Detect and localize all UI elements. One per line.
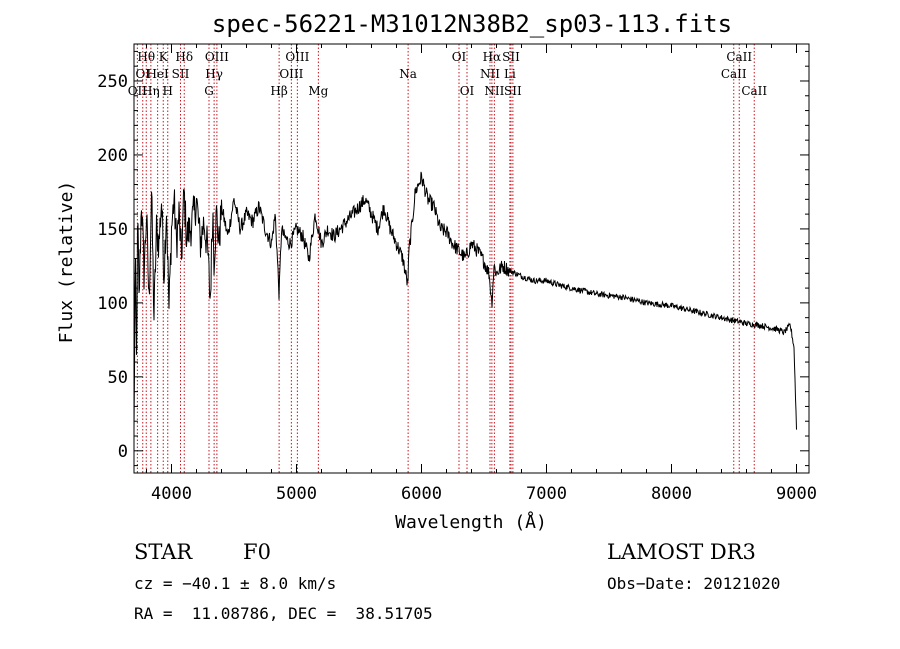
x-axis-label: Wavelength (Å) xyxy=(395,511,547,533)
marker-label: OIII xyxy=(279,67,303,81)
marker-labels: OII OI Hθ Hη HeI K H SII Hδ G Hγ OIII Hβ OIII OIII Mg Na… xyxy=(128,50,768,98)
y-axis: 0 50 100 150 200 250 xyxy=(97,50,809,467)
y-tick-label: 50 xyxy=(108,368,128,388)
x-tick-label: 6000 xyxy=(401,484,442,504)
marker-label: Hα xyxy=(483,50,502,64)
marker-label: H xyxy=(163,84,173,98)
coordinates: RA = 11.08786, DEC = 38.51705 xyxy=(134,604,433,623)
survey-name: LAMOST DR3 xyxy=(607,540,756,564)
marker-lines xyxy=(136,44,755,473)
marker-label: Hδ xyxy=(175,50,193,64)
marker-label: G xyxy=(204,84,214,98)
marker-label: OI xyxy=(452,50,467,64)
spectrum-chart: spec-56221-M31012N38B2_sp03-113.fits OII… xyxy=(56,10,817,533)
marker-label: HeI xyxy=(146,67,169,81)
marker-label: Hθ xyxy=(137,50,155,64)
marker-label: CaII xyxy=(721,67,747,81)
chart-title: spec-56221-M31012N38B2_sp03-113.fits xyxy=(212,10,732,38)
series-layer xyxy=(133,171,797,430)
marker-label: Mg xyxy=(308,84,328,98)
y-tick-label: 200 xyxy=(97,146,128,166)
marker-label: NII xyxy=(484,84,504,98)
x-tick-label: 9000 xyxy=(776,484,817,504)
marker-label: Na xyxy=(399,67,417,81)
object-class: STAR xyxy=(134,540,193,564)
y-tick-label: 250 xyxy=(97,72,128,92)
marker-label: Hη xyxy=(142,84,160,98)
x-tick-label: 4000 xyxy=(151,484,192,504)
y-tick-label: 0 xyxy=(118,442,128,462)
marker-label: OIII xyxy=(205,50,229,64)
y-tick-label: 150 xyxy=(97,220,128,240)
marker-label: NII xyxy=(480,67,500,81)
marker-label: SII xyxy=(172,67,190,81)
y-axis-label: Flux (relative) xyxy=(56,181,77,344)
x-tick-label: 8000 xyxy=(651,484,692,504)
redshift-velocity: cz = −40.1 ± 8.0 km/s xyxy=(134,574,337,593)
marker-label: OI xyxy=(460,84,475,98)
marker-label: Hβ xyxy=(270,84,287,98)
marker-label: Hγ xyxy=(205,67,223,81)
marker-label: OII xyxy=(128,84,148,98)
marker-label: CaII xyxy=(726,50,752,64)
marker-label: K xyxy=(159,50,169,64)
marker-label: Li xyxy=(504,67,516,81)
marker-label: OIII xyxy=(285,50,309,64)
marker-label: SII xyxy=(504,84,522,98)
plot-frame xyxy=(133,43,810,474)
x-tick-label: 7000 xyxy=(526,484,567,504)
x-tick-label: 5000 xyxy=(276,484,317,504)
flux-series-line xyxy=(133,171,797,430)
marker-label: OI xyxy=(135,67,150,81)
observation-date: Obs−Date: 20121020 xyxy=(607,574,781,593)
x-axis: 4000 5000 6000 7000 8000 9000 xyxy=(146,44,817,504)
object-subclass: F0 xyxy=(243,540,271,564)
y-tick-label: 100 xyxy=(97,294,128,314)
marker-label: SII xyxy=(502,50,520,64)
marker-label: CaII xyxy=(741,84,767,98)
